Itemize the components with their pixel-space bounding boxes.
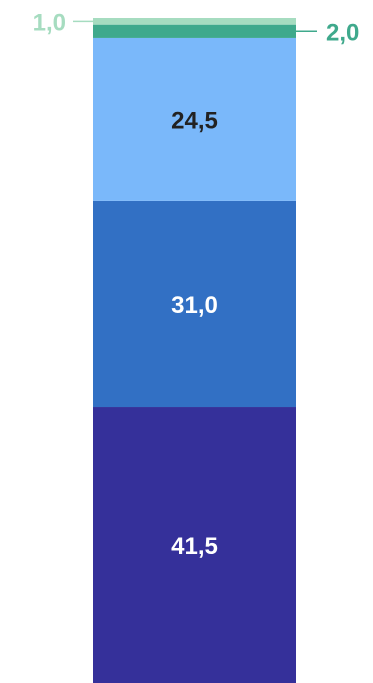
bar-segment-4 — [93, 18, 296, 25]
data-label-4: 1,0 — [33, 9, 66, 36]
bar-segment-2 — [93, 37, 296, 201]
data-label-3: 2,0 — [326, 19, 359, 46]
bar-segment-3 — [93, 24, 296, 38]
bar-segment-1 — [93, 200, 296, 408]
data-label-0: 41,5 — [171, 533, 218, 560]
data-label-2: 24,5 — [171, 107, 218, 134]
bar-segment-0 — [93, 407, 296, 683]
data-label-1: 31,0 — [171, 292, 218, 319]
